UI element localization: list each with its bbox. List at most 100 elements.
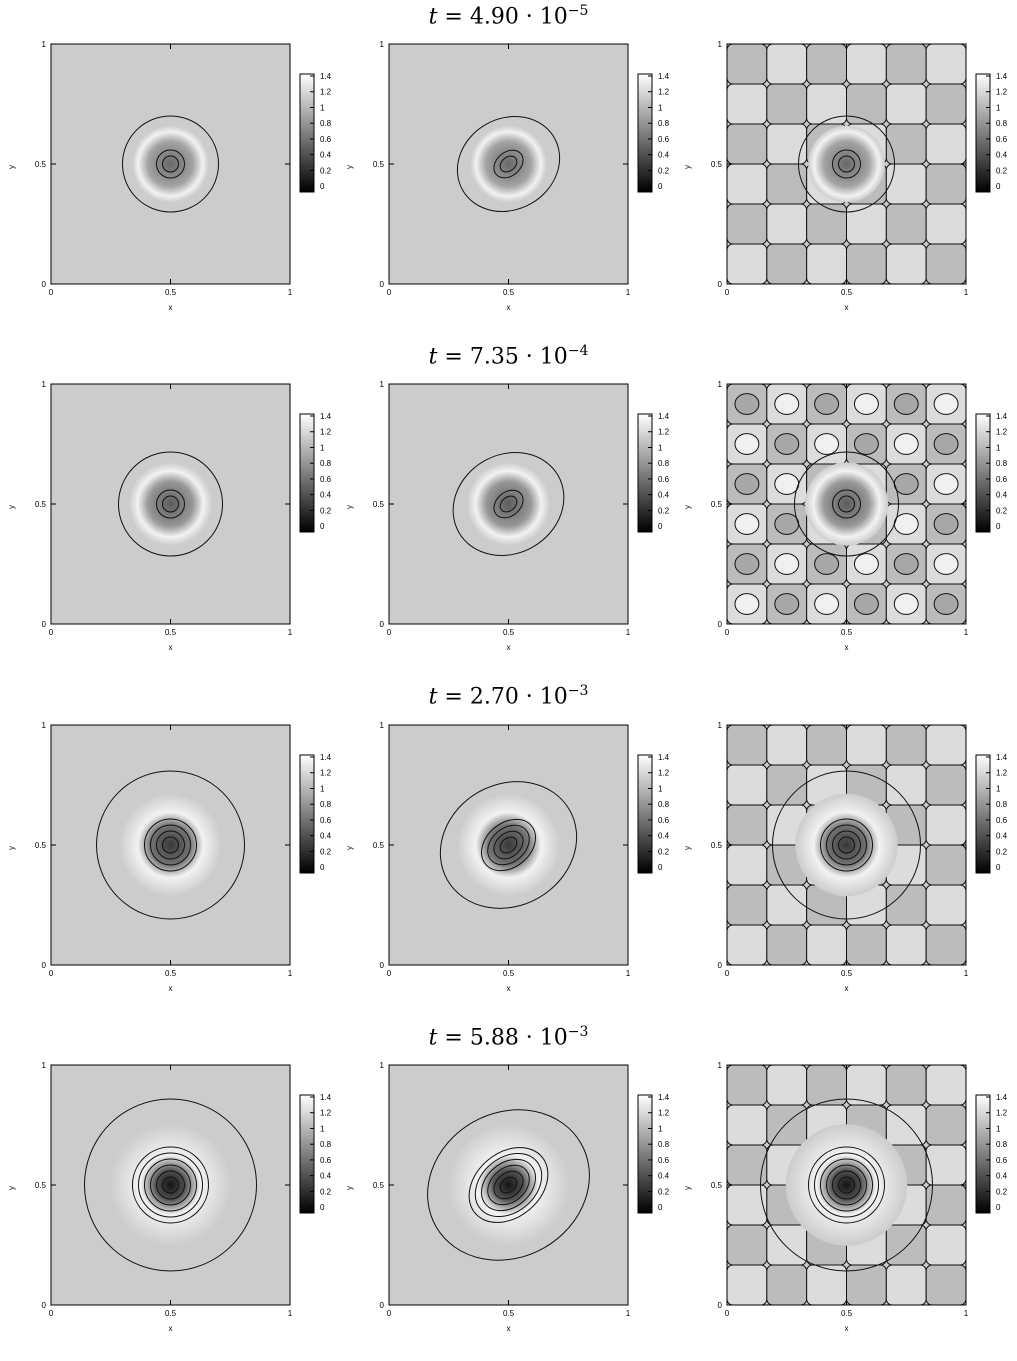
- checker-cell: [885, 884, 927, 926]
- colorbar-tick-label: 0.8: [320, 800, 332, 809]
- y-tick-label: 1: [42, 721, 47, 730]
- colorbar-tick-label: 1.2: [320, 769, 332, 778]
- heatmap-panel: 0 0.5 1 0 0.5 1 x y 1.4 1.2 1 0.8 0.6 0.4 0.2 0: [683, 1061, 1008, 1333]
- title-variable: t: [428, 1025, 438, 1051]
- colorbar-tick-label: 1.4: [320, 72, 332, 81]
- heatmap-blob: [808, 125, 885, 203]
- colorbar: [975, 413, 991, 533]
- checker-cell: [766, 725, 808, 766]
- heatmap-panel: 0 0.5 1 0 0.5 1 x y 1.4 1.2 1 0.8 0.6 0.4 0.2 0: [7, 1061, 332, 1333]
- x-tick-label: 1: [288, 969, 293, 978]
- colorbar-tick-label: 0.6: [996, 1156, 1008, 1165]
- contour-line: [144, 818, 197, 872]
- colorbar-tick-label: 1.4: [658, 753, 670, 762]
- checker-cell: [885, 243, 927, 284]
- checker-contour: [893, 513, 919, 535]
- checker-contour: [853, 553, 879, 575]
- y-axis-label: y: [7, 505, 16, 509]
- checker-contour: [893, 393, 919, 415]
- colorbar: [637, 73, 653, 193]
- contour-line: [144, 1158, 197, 1212]
- contour-line: [832, 489, 861, 519]
- row-title: t = 5.88 · 10−3: [428, 1024, 589, 1051]
- contour-line: [760, 1098, 933, 1272]
- colorbar-tick-label: 0.6: [320, 816, 332, 825]
- colorbar-tick-label: 0.6: [658, 1156, 670, 1165]
- colorbar-tick-label: 1: [320, 1124, 325, 1133]
- x-tick-label: 0: [387, 1309, 392, 1318]
- contour-line: [156, 830, 185, 860]
- contour-line: [439, 781, 578, 909]
- colorbar-tick-label: 1.2: [658, 428, 670, 437]
- x-tick-label: 0.5: [165, 288, 177, 297]
- colorbar: [637, 413, 653, 533]
- checker-cell: [766, 1264, 808, 1305]
- contour-line: [772, 770, 921, 920]
- y-tick-label: 0: [718, 280, 723, 289]
- colorbar-tick-label: 0.6: [658, 816, 670, 825]
- contour-line: [481, 818, 536, 872]
- colorbar-tick-label: 1.4: [320, 412, 332, 421]
- colorbar-tick-label: 0.4: [658, 491, 670, 500]
- checker-contour: [734, 433, 760, 455]
- contour-line: [487, 824, 530, 866]
- contour-line: [481, 1158, 536, 1212]
- y-tick-label: 1: [380, 40, 385, 49]
- contour-line: [118, 451, 223, 557]
- x-axis-label: x: [507, 984, 511, 993]
- contour-line: [150, 824, 191, 866]
- y-tick-label: 0: [718, 1301, 723, 1310]
- checker-contour: [853, 593, 879, 615]
- x-axis-label: x: [169, 303, 173, 312]
- contour-line: [162, 1176, 179, 1194]
- y-tick-label: 1: [380, 1061, 385, 1070]
- colorbar-tick-label: 1.4: [320, 753, 332, 762]
- checker-cell: [806, 243, 847, 284]
- y-axis-label: y: [345, 1186, 354, 1190]
- checker-cell: [766, 243, 808, 284]
- heatmap-blob: [795, 793, 898, 897]
- colorbar-tick-label: 1.4: [996, 753, 1008, 762]
- contour-line: [499, 836, 518, 854]
- x-tick-label: 0.5: [503, 288, 515, 297]
- row-title: t = 2.70 · 10−3: [428, 683, 589, 710]
- colorbar-tick-label: 1.4: [996, 412, 1008, 421]
- x-tick-label: 0: [49, 628, 54, 637]
- contour-line: [122, 115, 219, 213]
- y-axis-label: y: [7, 846, 16, 850]
- contour-line: [156, 489, 185, 519]
- contour-line: [499, 495, 518, 513]
- colorbar-tick-label: 0.2: [320, 506, 332, 515]
- colorbar-tick-label: 0.2: [996, 506, 1008, 515]
- colorbar-tick-label: 0.8: [658, 800, 670, 809]
- contour-line: [132, 1146, 209, 1224]
- colorbar-tick-label: 0.4: [320, 1172, 332, 1181]
- title-exponent: −3: [567, 1024, 589, 1040]
- contour-line: [832, 830, 861, 860]
- contour-line: [493, 149, 524, 179]
- title-mantissa: 2.70: [469, 684, 519, 710]
- checker-cell: [846, 44, 887, 85]
- x-tick-label: 1: [288, 1309, 293, 1318]
- x-tick-label: 1: [626, 288, 631, 297]
- colorbar-tick-label: 0.2: [320, 847, 332, 856]
- y-tick-label: 0.5: [35, 1181, 47, 1190]
- checker-cell: [925, 804, 966, 846]
- heatmap-field: [51, 44, 290, 284]
- checker-contour: [774, 393, 800, 415]
- colorbar-tick-label: 0.8: [996, 1140, 1008, 1149]
- colorbar-tick-label: 1.4: [320, 1093, 332, 1102]
- colorbar-tick-label: 0.4: [658, 1172, 670, 1181]
- contour-line: [96, 770, 245, 920]
- colorbar-tick-label: 0.2: [658, 1187, 670, 1196]
- colorbar-tick-label: 0.8: [320, 119, 332, 128]
- title-mantissa: 5.88: [469, 1025, 519, 1051]
- contour-line: [162, 836, 179, 854]
- contour-line: [138, 1152, 203, 1218]
- x-tick-label: 1: [626, 1309, 631, 1318]
- colorbar-tick-label: 1: [658, 784, 663, 793]
- checker-cell: [727, 725, 768, 766]
- contour-line: [814, 1152, 879, 1218]
- heatmap-panel: 0 0.5 1 0 0.5 1 x y 1.4 1.2 1 0.8 0.6 0.4 0.2 0: [7, 40, 332, 312]
- contour-line: [499, 1176, 518, 1194]
